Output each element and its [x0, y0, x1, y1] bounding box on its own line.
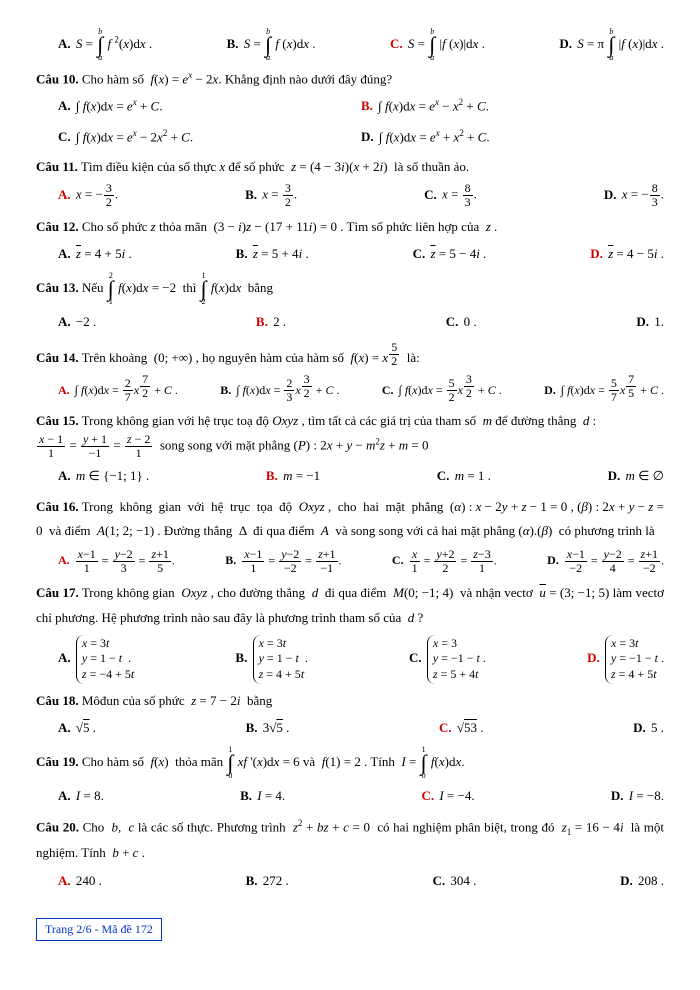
q10-row2: C. ∫ f(x)dx = ex − 2x2 + C. D. ∫ f(x)dx … [58, 125, 664, 150]
q18-opt-a: A. √5 . [58, 716, 96, 741]
q13-opt-a: A. −2 . [58, 310, 96, 335]
label-d: D. [559, 36, 572, 51]
q13-opt-c: C. 0 . [446, 310, 477, 335]
q10-opt-c: C. ∫ f(x)dx = ex − 2x2 + C. [58, 125, 361, 150]
q17-opt-b: B. x = 3ty = 1 − t .z = 4 + 5t [235, 635, 307, 684]
q13-opt-d: D. 1. [636, 310, 664, 335]
q18-opt-d: D. 5 . [633, 716, 664, 741]
q20-text: Câu 20. Cho b, c là các số thực. Phương … [36, 815, 664, 866]
label-b: B. [227, 36, 239, 51]
q19-opt-d: D. I = −8. [611, 784, 664, 809]
q14-text: Câu 14. Trên khoảng (0; +∞) , họ nguyên … [36, 341, 664, 369]
q11-opts: A. x = −32. B. x = 32. C. x = 83. D. x =… [58, 182, 664, 209]
q15-opts: A. m ∈ {−1; 1} . B. m = −1 C. m = 1 . D.… [58, 464, 664, 489]
q14-opt-a: A. ∫ f(x)dx = 27x72 + C . [58, 373, 178, 405]
q11-opt-c: C. x = 83. [424, 182, 477, 209]
q18-opts: A. √5 . B. 3√5 . C. √53 . D. 5 . [58, 716, 664, 741]
q12-opt-b: B. z = 5 + 4i . [236, 242, 309, 267]
q20-opt-b: B. 272 . [246, 869, 289, 894]
q13-opt-b: B. 2 . [256, 310, 286, 335]
q10-opt-b: B. ∫ f(x)dx = ex − x2 + C. [361, 94, 489, 119]
q9-options: A. S = b∫a f 2(x)dx . B. S = b∫a f (x)dx… [58, 28, 664, 62]
q19-label: Câu 19. [36, 754, 79, 769]
q10-opt-d: D. ∫ f(x)dx = ex + x2 + C. [361, 125, 490, 150]
q16-text: Câu 16. Trong không gian với hệ trục tọa… [36, 495, 664, 544]
q17-opt-a: A. x = 3ty = 1 − t .z = −4 + 5t [58, 635, 134, 684]
q11-opt-b: B. x = 32. [245, 182, 297, 209]
q13-opts: A. −2 . B. 2 . C. 0 . D. 1. [58, 310, 664, 335]
q18-label: Câu 18. [36, 693, 79, 708]
q10-row1: A. ∫ f(x)dx = ex + C. B. ∫ f(x)dx = ex −… [58, 94, 664, 119]
q16-opts: A. x−11 = y−23 = z+15. B. x−11 = y−2−2 =… [58, 548, 664, 575]
q12-opt-d: D. z = 4 − 5i . [590, 242, 664, 267]
q19-opt-a: A. I = 8. [58, 784, 104, 809]
page: A. S = b∫a f 2(x)dx . B. S = b∫a f (x)dx… [0, 0, 700, 961]
q12-label: Câu 12. [36, 219, 79, 234]
q20-opt-c: C. 304 . [433, 869, 477, 894]
q20-opt-d: D. 208 . [620, 869, 664, 894]
q18-opt-c: C. √53 . [439, 716, 484, 741]
q19-opts: A. I = 8. B. I = 4. C. I = −4. D. I = −8… [58, 784, 664, 809]
q18-opt-b: B. 3√5 . [246, 716, 290, 741]
q20-label: Câu 20. [36, 819, 79, 834]
label-a: A. [58, 36, 71, 51]
q18-text: Câu 18. Môđun của số phức z = 7 − 2i bằn… [36, 690, 664, 712]
q15-text: Câu 15. Trong không gian với hệ trục toạ… [36, 410, 664, 459]
q13-text: Câu 13. Nếu 2∫1 f(x)dx = −2 thì 1∫2 f(x)… [36, 272, 664, 306]
q17-opts: A. x = 3ty = 1 − t .z = −4 + 5t B. x = 3… [58, 635, 664, 684]
q14-opt-c: C. ∫ f(x)dx = 52x32 + C . [382, 373, 502, 405]
q16-label: Câu 16. [36, 499, 79, 514]
q17-opt-c: C. x = 3y = −1 − t .z = 5 + 4t [409, 635, 486, 684]
q15-opt-b: B. m = −1 [266, 464, 320, 489]
q10-opt-a: A. ∫ f(x)dx = ex + C. [58, 94, 361, 119]
q17-label: Câu 17. [36, 585, 79, 600]
q12-text: Câu 12. Cho số phức z thỏa mãn (3 − i)z … [36, 216, 664, 238]
q10-text: Câu 10. Cho hàm số f(x) = ex − 2x. Khẳng… [36, 68, 664, 90]
q16-opt-d: D. x−1−2 = y−24 = z+1−2. [547, 548, 664, 575]
q9-opt-d: D. S = π b∫a |f (x)|dx . [559, 28, 664, 62]
q19-opt-b: B. I = 4. [240, 784, 285, 809]
q11-opt-d: D. x = −83. [604, 182, 664, 209]
q9-opt-c: C. S = b∫a |f (x)|dx . [390, 28, 485, 62]
q9-opt-b: B. S = b∫a f (x)dx . [227, 28, 316, 62]
q11-opt-a: A. x = −32. [58, 182, 118, 209]
q15-opt-a: A. m ∈ {−1; 1} . [58, 464, 149, 489]
q17-opt-d: D. x = 3ty = −1 − t .z = 4 + 5t [587, 635, 664, 684]
q14-opt-d: D. ∫ f(x)dx = 57x75 + C . [544, 373, 664, 405]
q15-opt-d: D. m ∈ ∅ [608, 464, 664, 489]
page-footer: Trang 2/6 - Mã đề 172 [36, 918, 162, 941]
q16-opt-c: C. x1 = y+22 = z−31. [392, 548, 497, 575]
q16-opt-a: A. x−11 = y−23 = z+15. [58, 548, 175, 575]
q11-text: Câu 11. Tìm điều kiện của số thực x để s… [36, 156, 664, 178]
q10-label: Câu 10. [36, 71, 79, 86]
q19-opt-c: C. I = −4. [421, 784, 474, 809]
q15-opt-c: C. m = 1 . [437, 464, 491, 489]
q12-opt-a: A. z = 4 + 5i . [58, 242, 132, 267]
q9-opt-a: A. S = b∫a f 2(x)dx . [58, 28, 152, 62]
q11-label: Câu 11. [36, 159, 78, 174]
q14-label: Câu 14. [36, 350, 79, 365]
q20-opts: A. 240 . B. 272 . C. 304 . D. 208 . [58, 869, 664, 894]
q15-label: Câu 15. [36, 413, 79, 428]
q16-opt-b: B. x−11 = y−2−2 = z+1−1. [225, 548, 341, 575]
q13-label: Câu 13. [36, 280, 79, 295]
q20-opt-a: A. 240 . [58, 869, 102, 894]
label-c: C. [390, 36, 403, 51]
q17-text: Câu 17. Trong không gian Oxyz , cho đườn… [36, 581, 664, 630]
q12-opts: A. z = 4 + 5i . B. z = 5 + 4i . C. z = 5… [58, 242, 664, 267]
q19-text: Câu 19. Cho hàm số f(x) thỏa mãn 1∫0 xf … [36, 746, 664, 780]
q14-opts: A. ∫ f(x)dx = 27x72 + C . B. ∫ f(x)dx = … [58, 373, 664, 405]
q12-opt-c: C. z = 5 − 4i . [413, 242, 487, 267]
q14-opt-b: B. ∫ f(x)dx = 23x32 + C . [220, 373, 339, 405]
